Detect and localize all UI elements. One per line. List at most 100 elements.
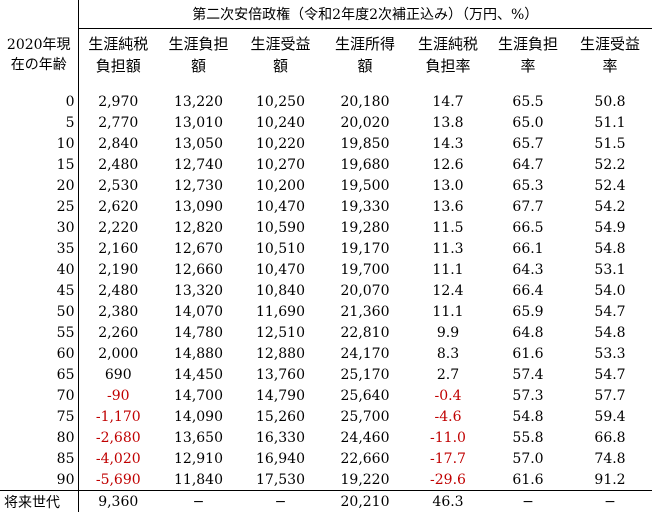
value-cell: 2,530	[78, 175, 158, 196]
age-cell: 35	[0, 238, 78, 259]
value-cell: 9,360	[78, 491, 158, 512]
value-cell: 11.1	[408, 259, 488, 280]
value-cell: 2,190	[78, 259, 158, 280]
column-header-3: 生涯受益額	[239, 29, 322, 86]
value-cell: 12,880	[239, 343, 322, 364]
value-cell: 65.0	[488, 112, 568, 133]
value-cell: 25,700	[322, 406, 408, 427]
value-cell: 10,510	[239, 238, 322, 259]
value-cell: 12.4	[408, 280, 488, 301]
value-cell: 66.8	[568, 427, 652, 448]
value-cell: 51.5	[568, 133, 652, 154]
value-cell: 16,940	[239, 448, 322, 469]
value-cell: 9.9	[408, 322, 488, 343]
value-cell: 2,840	[78, 133, 158, 154]
column-header-6: 生涯負担率	[488, 29, 568, 86]
age-cell: 25	[0, 196, 78, 217]
age-cell: 85	[0, 448, 78, 469]
value-cell: 12,660	[158, 259, 239, 280]
value-cell: 11,840	[158, 469, 239, 491]
value-cell: 13,320	[158, 280, 239, 301]
value-cell: 10,220	[239, 133, 322, 154]
value-cell: 11.1	[408, 301, 488, 322]
value-cell: 66.4	[488, 280, 568, 301]
column-header-line1: 生涯純税	[408, 33, 488, 55]
value-cell: 57.0	[488, 448, 568, 469]
column-header-line1: 生涯所得	[322, 33, 408, 55]
age-cell: 将来世代	[0, 491, 78, 512]
value-cell: 17,530	[239, 469, 322, 491]
value-cell: 13,050	[158, 133, 239, 154]
value-cell: -1,170	[78, 406, 158, 427]
value-cell: 20,210	[322, 491, 408, 512]
value-cell: 54.7	[568, 364, 652, 385]
value-cell: 24,460	[322, 427, 408, 448]
age-cell: 50	[0, 301, 78, 322]
value-cell: 67.7	[488, 196, 568, 217]
value-cell: 14,070	[158, 301, 239, 322]
value-cell: 22,810	[322, 322, 408, 343]
value-cell: 55.8	[488, 427, 568, 448]
value-cell: 12,730	[158, 175, 239, 196]
value-cell: 13,090	[158, 196, 239, 217]
column-header-line1: 生涯純税	[79, 33, 159, 55]
value-cell: 2,220	[78, 217, 158, 238]
value-cell: -90	[78, 385, 158, 406]
age-cell: 0	[0, 91, 78, 112]
title-row: 2020年現 在の年齢 第二次安倍政権（令和2年度2次補正込み）（万円、%）	[0, 0, 652, 29]
value-cell: 10,240	[239, 112, 322, 133]
value-cell: 15,260	[239, 406, 322, 427]
value-cell: 13,760	[239, 364, 322, 385]
age-cell: 20	[0, 175, 78, 196]
column-header-line1: 生涯受益	[568, 33, 652, 55]
value-cell: 61.6	[488, 469, 568, 491]
value-cell: 52.4	[568, 175, 652, 196]
value-cell: 12,910	[158, 448, 239, 469]
value-cell: 13.8	[408, 112, 488, 133]
value-cell: -17.7	[408, 448, 488, 469]
value-cell: 57.4	[488, 364, 568, 385]
value-cell: 57.3	[488, 385, 568, 406]
value-cell: 61.6	[488, 343, 568, 364]
value-cell: 10,200	[239, 175, 322, 196]
value-cell: 2.7	[408, 364, 488, 385]
value-cell: 20,180	[322, 91, 408, 112]
column-header-line2: 額	[158, 55, 239, 77]
age-cell: 5	[0, 112, 78, 133]
value-cell: 13,010	[158, 112, 239, 133]
column-header-line1: 生涯負担	[158, 33, 239, 55]
value-cell: 19,850	[322, 133, 408, 154]
value-cell: 2,480	[78, 280, 158, 301]
value-cell: 66.5	[488, 217, 568, 238]
value-cell: 24,170	[322, 343, 408, 364]
value-cell: 65.3	[488, 175, 568, 196]
value-cell: 10,590	[239, 217, 322, 238]
value-cell: 50.8	[568, 91, 652, 112]
column-header-line1: 生涯負担	[488, 33, 568, 55]
value-cell: 51.1	[568, 112, 652, 133]
value-cell: 2,380	[78, 301, 158, 322]
value-cell: 66.1	[488, 238, 568, 259]
value-cell: 65.7	[488, 133, 568, 154]
value-cell: 10,470	[239, 196, 322, 217]
column-header-2: 生涯負担額	[158, 29, 239, 86]
value-cell: 10,470	[239, 259, 322, 280]
value-cell: 12,820	[158, 217, 239, 238]
age-header-line2: 在の年齢	[0, 55, 78, 75]
value-cell: 20,070	[322, 280, 408, 301]
value-cell: −	[239, 491, 322, 512]
table-title: 第二次安倍政権（令和2年度2次補正込み）（万円、%）	[78, 0, 652, 29]
value-cell: 14,780	[158, 322, 239, 343]
